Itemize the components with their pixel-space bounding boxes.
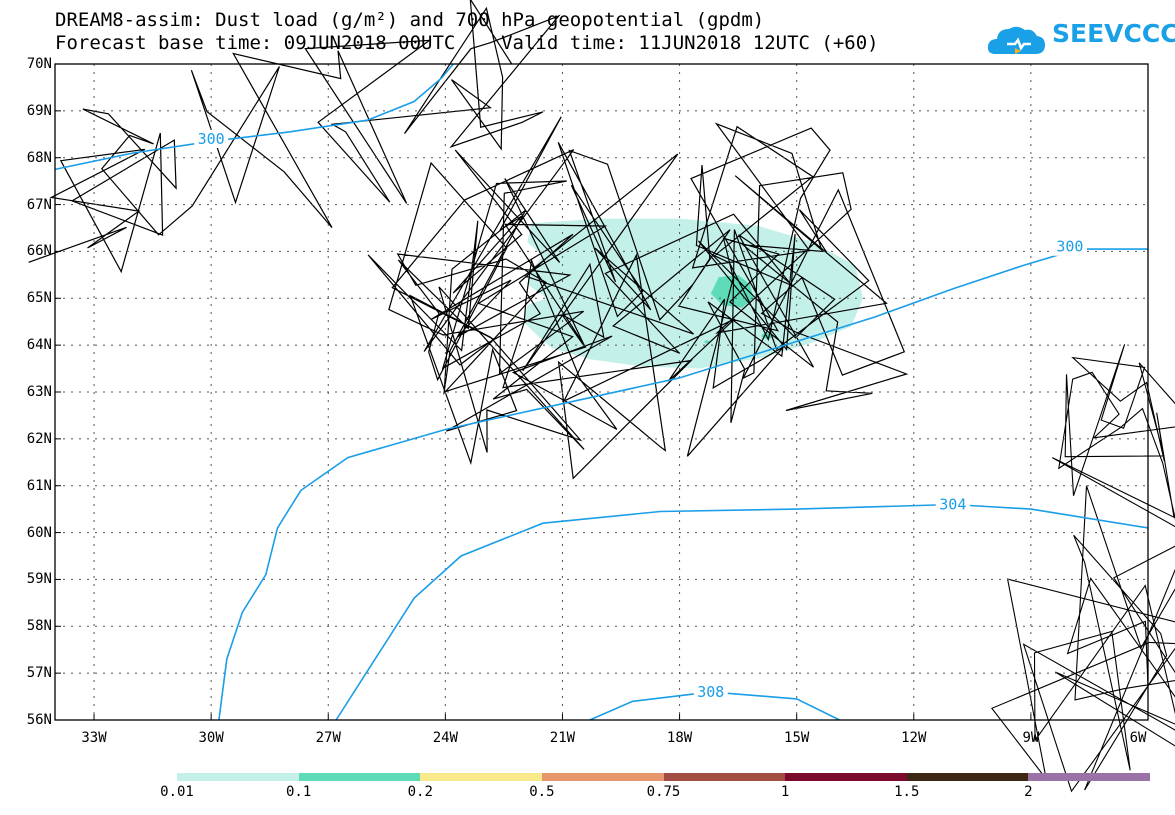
lat-label: 56N <box>26 712 52 728</box>
lat-label: 70N <box>26 56 52 72</box>
lat-label: 61N <box>26 477 52 494</box>
colorbar-label: 2 <box>1024 784 1033 800</box>
graticule <box>55 64 1148 720</box>
colorbar-segment <box>785 773 907 781</box>
colorbar-label: 0.5 <box>529 784 555 800</box>
map-title: DREAM8-assim: Dust load (g/m²) and 700 h… <box>55 9 765 31</box>
lat-label: 67N <box>26 196 52 213</box>
colorbar-segment <box>541 773 664 781</box>
contour-label-bg <box>194 129 229 148</box>
axis-ticks <box>55 63 1149 721</box>
contour-line <box>218 248 1148 721</box>
contour-label-bg <box>935 495 970 514</box>
colorbar-segment <box>420 773 542 781</box>
lat-label: 64N <box>26 337 52 354</box>
lat-label: 69N <box>26 102 52 119</box>
colorbar-segment <box>298 773 421 781</box>
greenland-coastline <box>28 0 561 274</box>
contour-label: 308 <box>697 683 724 701</box>
faroe-coastline <box>1052 344 1175 528</box>
lat-label: 68N <box>26 149 52 166</box>
contour-label-bg <box>693 682 728 701</box>
logo-text: SEEVCCC <box>1052 19 1175 48</box>
lon-label: 6W <box>1129 730 1147 746</box>
map-subtitle: Forecast base time: 09JUN2018 00UTC Vali… <box>55 32 879 54</box>
colorbar-label: 1.5 <box>894 784 920 800</box>
lon-label: 30W <box>198 730 224 746</box>
colorbar-segment <box>1028 773 1150 781</box>
lat-label: 57N <box>26 665 52 682</box>
lon-label: 15W <box>784 730 810 746</box>
colorbar-label: 0.01 <box>160 784 194 800</box>
lon-label: 9W <box>1022 730 1040 746</box>
lon-label: 21W <box>549 730 576 746</box>
contour-label-bg <box>1052 237 1087 256</box>
lat-label: 59N <box>26 571 52 588</box>
lon-label: 33W <box>81 730 107 746</box>
lon-label: 24W <box>432 730 458 746</box>
lon-label: 18W <box>666 730 693 746</box>
colorbar-segment <box>663 773 786 781</box>
colorbar-label: 0.1 <box>285 784 312 800</box>
contour-label: 300 <box>1056 238 1083 256</box>
lat-label: 60N <box>26 524 52 541</box>
colorbar-label: 1 <box>780 784 790 800</box>
contour-label: 300 <box>198 130 225 148</box>
lon-label: 12W <box>901 730 927 746</box>
dust-area-mid <box>710 274 754 308</box>
colorbar-label: 0.2 <box>407 784 433 800</box>
lat-label: 63N <box>26 384 52 400</box>
contour-label: 304 <box>939 495 966 513</box>
colorbar-segment <box>906 773 1029 781</box>
lat-label: 65N <box>26 290 52 307</box>
lon-label: 27W <box>315 730 341 746</box>
cloud-logo-icon <box>987 26 1045 54</box>
contour-line <box>335 503 1149 721</box>
lat-label: 58N <box>26 618 52 635</box>
lat-label: 62N <box>26 430 52 447</box>
colorbar-segment <box>177 773 299 781</box>
coastline <box>28 0 1175 793</box>
scotland-coastline <box>991 485 1175 793</box>
dust-area-mid <box>704 340 710 344</box>
contour-line <box>54 63 454 171</box>
geopotential-contours: 300 300 304 308 <box>54 63 1149 721</box>
iceland-coastline <box>367 116 909 480</box>
colorbar-label: 0.75 <box>646 784 681 800</box>
lat-label: 66N <box>26 243 52 260</box>
